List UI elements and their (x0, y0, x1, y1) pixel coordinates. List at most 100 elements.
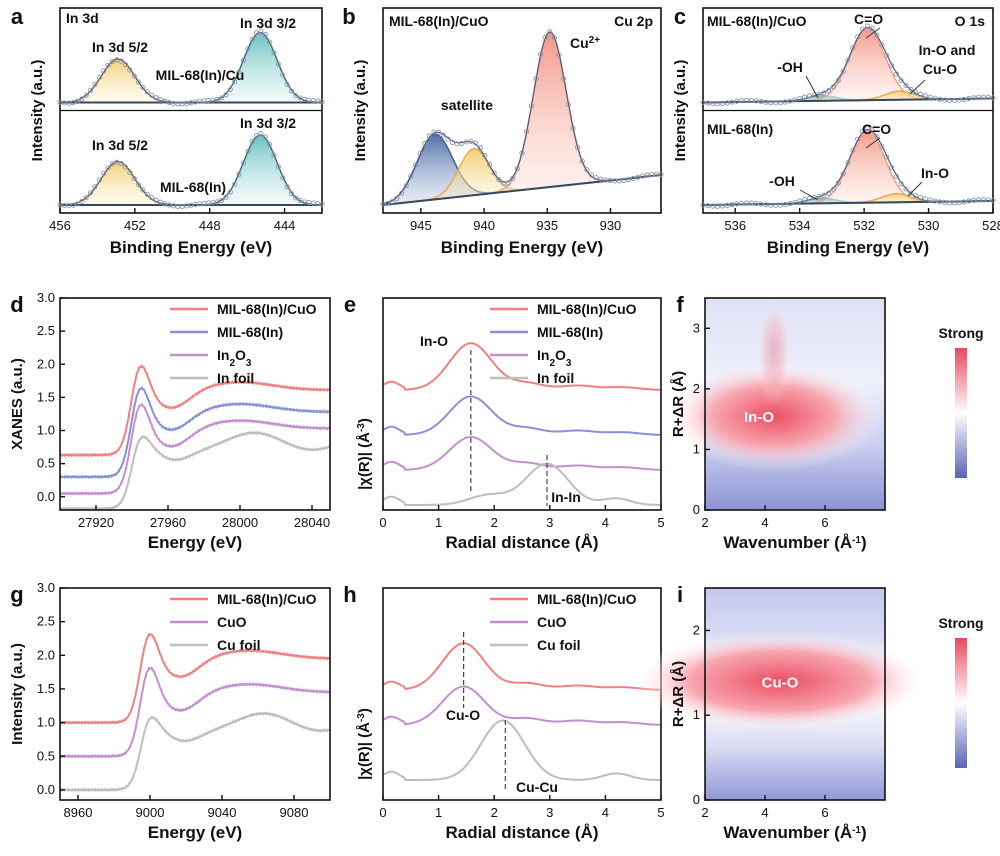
panel-c-bottom-data-point (908, 190, 914, 196)
panel-b-data-point (584, 167, 590, 173)
panel-c-title-2: MIL-68(In) (707, 121, 773, 137)
panel-a-top-data-point (236, 69, 242, 75)
panel-d-letter: d (10, 292, 23, 317)
panel-b-xlabel: Binding Energy (eV) (441, 238, 603, 257)
panel-a-bottom-data-point (127, 169, 133, 176)
panel-b-data-point (639, 173, 646, 179)
panel-g-series-line (59, 711, 331, 793)
panel-a-bottom-data-point (253, 132, 260, 138)
panel-a-bottom-data-point (92, 184, 98, 190)
panel-b-data-point (510, 175, 516, 182)
panel-c-top-data-point (753, 98, 759, 104)
panel-c-bottom-data-point (884, 154, 890, 160)
panel-f-y-tick-label: 2 (693, 381, 700, 396)
panel-b-data-point (593, 175, 599, 181)
panel-c-bottom-data-point (782, 202, 788, 208)
panel-a-peak-label: In 3d 3/2 (240, 15, 296, 31)
panel-c-top-data-point (734, 98, 740, 104)
panel-g-xlabel: Energy (eV) (148, 823, 242, 842)
panel-a-top-data-point (219, 95, 225, 101)
panel-a-top-data-point (253, 30, 260, 36)
panel-g-y-tick-label: 3.0 (37, 580, 55, 595)
panel-c-bottom-data-point (971, 197, 977, 203)
panel-c-top-data-point (937, 96, 943, 102)
panel-c-bottom-data-point (942, 200, 948, 206)
panel-a-bottom-data-point (118, 161, 124, 167)
panel-a-top-data-point (83, 92, 89, 98)
panel-a-top-data-point (319, 99, 325, 105)
panel-g-legend-label: CuO (217, 614, 247, 630)
panel-a-bottom-data-point (319, 201, 325, 207)
panel-b-data-point (468, 138, 474, 144)
panel-e-series-line (382, 395, 661, 436)
panel-a-top-data-point (96, 75, 102, 81)
panel-b-data-point (579, 158, 585, 164)
panel-a-xlabel: Binding Energy (eV) (110, 238, 272, 257)
panel-c-bottom-data-point (758, 201, 764, 207)
panel-b-data-point (551, 35, 557, 41)
panel-g-y-tick-label: 2.5 (37, 614, 55, 629)
panel-c-bottom-data-point (797, 198, 803, 204)
panel-c-top-data-point (869, 25, 875, 31)
panel-c-top-data-point (980, 94, 986, 100)
panel-c-bottom-data-point (864, 125, 870, 131)
panel-g-y-tick-label: 0.5 (37, 748, 55, 763)
panel-a-bottom-data-point (288, 191, 294, 197)
panel-c-bottom-data-point (763, 202, 769, 208)
panel-f-heat-ridge (756, 297, 792, 408)
panel-c-top-data-point (797, 95, 803, 101)
panel-c-top-data-point (864, 23, 870, 29)
panel-h-frame (382, 587, 662, 801)
panel-c-bottom-data-point (855, 136, 861, 142)
panel-b-data-point (505, 180, 511, 186)
panel-f-heat-hotspot (664, 361, 884, 472)
panel-c-top-data-point (719, 101, 725, 107)
panel-c-bottom-data-point (734, 201, 740, 207)
panel-a-top-data-point (162, 98, 168, 104)
panel-e-x-tick-label: 0 (379, 515, 386, 530)
panel-i-xlabel: Wavenumber (Å-1) (723, 823, 866, 842)
panel-b-data-point (528, 103, 534, 109)
panel-b-data-point (422, 140, 428, 147)
panel-g-x-tick-label: 9040 (208, 805, 237, 820)
panel-c-bottom-data-point (869, 127, 875, 133)
panel-c-bottom-data-point (980, 197, 986, 203)
panel-h-letter: h (343, 582, 356, 607)
panel-c-top-data-point (956, 97, 962, 103)
panel-c-top-data-point (951, 97, 957, 104)
panel-b-data-point (626, 177, 632, 183)
panel-c-leader-line (865, 27, 881, 39)
panel-a-top-data-point (267, 39, 273, 45)
panel-b-data-point (658, 171, 664, 177)
panel-i-frame (704, 587, 886, 801)
panel-h-x-tick-label: 4 (602, 805, 609, 820)
panel-a-bottom-data-point (240, 160, 246, 166)
panel-d-y-tick-label: 2.5 (37, 323, 55, 338)
panel-c-bottom-data-point (719, 203, 725, 209)
panel-a-top-data-point (214, 96, 220, 103)
panel-c-letter: c (674, 4, 686, 29)
panel-a-top-data-point (114, 57, 120, 63)
panel-c-ylabel: Intensity (a.u.) (672, 60, 689, 162)
panel-c-top-data-point (700, 99, 706, 106)
panel-c-top-data-point (908, 86, 914, 92)
panel-i-colorbar (955, 638, 967, 768)
panel-c-xlabel: Binding Energy (eV) (767, 238, 929, 257)
panel-b-data-point (389, 199, 395, 205)
panel-d-y-tick-label: 1.5 (37, 389, 55, 404)
panel-f-x-tick-label: 2 (701, 515, 708, 530)
panel-c-bottom-envelope (703, 128, 993, 206)
panel-c-top-data-point (768, 100, 774, 106)
panel-f-frame (704, 297, 886, 511)
panel-c-bottom-data-point (821, 192, 827, 198)
panel-b-data-point (533, 76, 539, 82)
panel-c-bottom-data-point (859, 128, 866, 134)
panel-c-x-tick-label: 530 (918, 218, 940, 233)
panel-c-bottom-data-point (922, 196, 928, 202)
panel-e-letter: e (344, 292, 356, 317)
panel-a-sample-label: MIL-68(In) (160, 179, 226, 195)
panel-a-bottom-data-point (74, 201, 81, 207)
panel-a-ylabel: Intensity (a.u.) (29, 60, 46, 162)
panel-c-top-data-point (913, 89, 919, 95)
panel-c-bottom-data-point (714, 203, 721, 209)
